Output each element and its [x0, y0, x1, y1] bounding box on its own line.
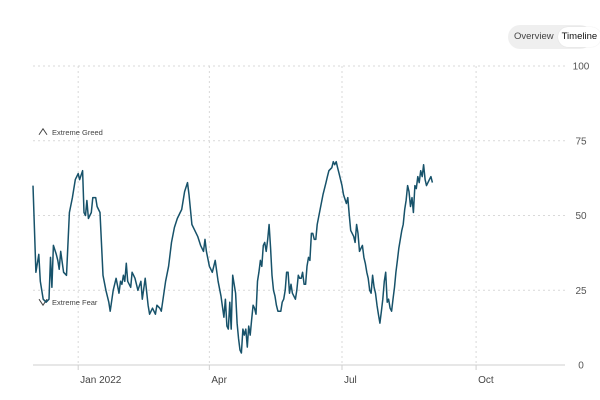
timeline-toggle-option[interactable]: Timeline: [557, 27, 600, 47]
x-tick-label: Jan 2022: [80, 375, 122, 386]
overview-toggle-option[interactable]: Overview: [514, 31, 554, 42]
y-tick-label: 25: [575, 286, 587, 297]
x-tick-label: Oct: [478, 375, 494, 386]
series-line: [32, 160, 434, 354]
y-tick-label: 0: [578, 361, 584, 372]
zone-label: Extreme Fear: [52, 298, 98, 307]
y-tick-label: 100: [573, 62, 590, 73]
y-tick-label: 50: [575, 211, 587, 222]
x-tick-label: Apr: [211, 375, 227, 386]
zone-label: Extreme Greed: [52, 128, 103, 137]
view-toggle: Overview Timeline: [508, 25, 600, 49]
caret-up-icon: [38, 127, 48, 136]
x-tick-label: Jul: [344, 375, 357, 386]
y-tick-label: 75: [575, 136, 587, 147]
